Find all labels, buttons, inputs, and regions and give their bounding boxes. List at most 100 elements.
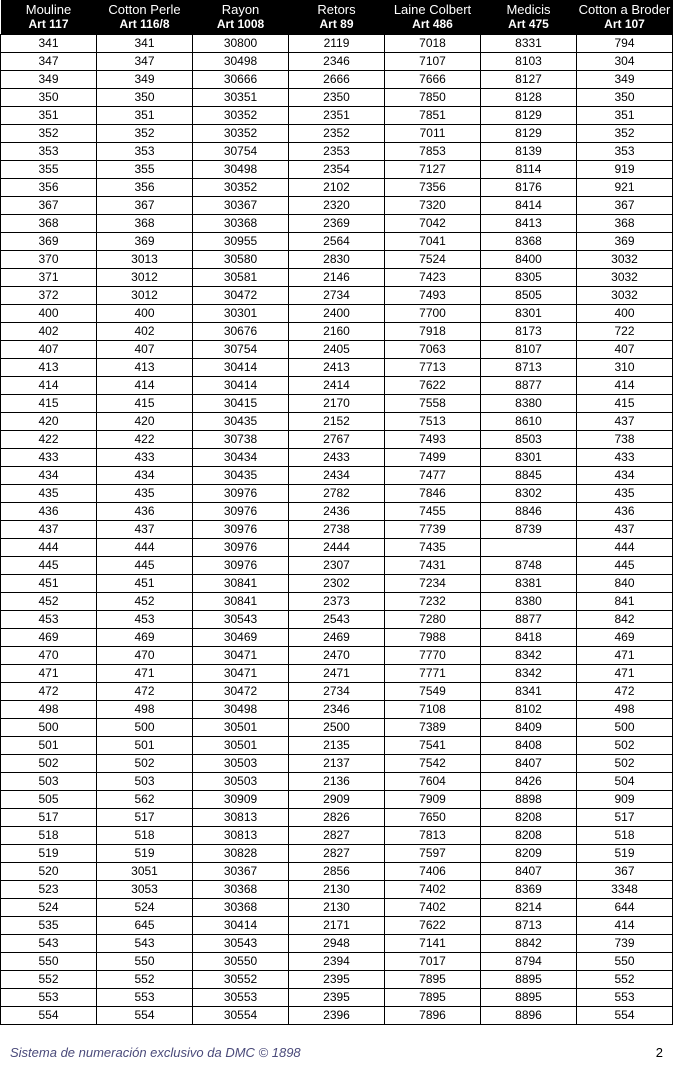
- table-cell: 8208: [481, 827, 577, 845]
- table-cell: 30469: [193, 629, 289, 647]
- table-cell: 2827: [289, 845, 385, 863]
- table-cell: 2826: [289, 809, 385, 827]
- table-cell: 840: [577, 575, 673, 593]
- table-cell: 451: [1, 575, 97, 593]
- table-cell: 8898: [481, 791, 577, 809]
- table-cell: 524: [1, 899, 97, 917]
- table-cell: 350: [1, 89, 97, 107]
- table-cell: 350: [577, 89, 673, 107]
- table-header: MoulineCotton PerleRayonRetorsLaine Colb…: [1, 0, 673, 35]
- table-body: 3413413080021197018833179434734730498234…: [1, 35, 673, 1025]
- table-cell: 351: [577, 107, 673, 125]
- table-cell: 8127: [481, 71, 577, 89]
- table-row: 35235230352235270118129352: [1, 125, 673, 143]
- table-cell: 30552: [193, 971, 289, 989]
- table-cell: 554: [97, 1007, 193, 1025]
- table-cell: 355: [1, 161, 97, 179]
- table-cell: 472: [1, 683, 97, 701]
- table-cell: 498: [1, 701, 97, 719]
- table-cell: 30501: [193, 719, 289, 737]
- page-container: MoulineCotton PerleRayonRetorsLaine Colb…: [0, 0, 673, 1070]
- table-cell: 554: [1, 1007, 97, 1025]
- table-cell: 352: [97, 125, 193, 143]
- table-cell: 415: [577, 395, 673, 413]
- table-cell: 2136: [289, 773, 385, 791]
- table-cell: 8209: [481, 845, 577, 863]
- table-cell: 30472: [193, 287, 289, 305]
- column-subtitle: Art 89: [289, 17, 385, 35]
- table-cell: 2564: [289, 233, 385, 251]
- table-cell: 8426: [481, 773, 577, 791]
- table-cell: 517: [577, 809, 673, 827]
- table-cell: 371: [1, 269, 97, 287]
- table-cell: 2320: [289, 197, 385, 215]
- table-cell: 518: [97, 827, 193, 845]
- table-cell: 8895: [481, 971, 577, 989]
- table-row: 52452430368213074028214644: [1, 899, 673, 917]
- table-cell: 3032: [577, 269, 673, 287]
- table-cell: 500: [1, 719, 97, 737]
- table-cell: 7895: [385, 971, 481, 989]
- table-cell: 7018: [385, 35, 481, 53]
- table-cell: 356: [1, 179, 97, 197]
- table-cell: 356: [97, 179, 193, 197]
- table-cell: 434: [577, 467, 673, 485]
- table-row: 36736730367232073208414367: [1, 197, 673, 215]
- table-cell: 8342: [481, 647, 577, 665]
- table-cell: 2302: [289, 575, 385, 593]
- table-cell: 353: [577, 143, 673, 161]
- table-row: 51851830813282778138208518: [1, 827, 673, 845]
- table-cell: 372: [1, 287, 97, 305]
- table-cell: 498: [97, 701, 193, 719]
- table-cell: 30301: [193, 305, 289, 323]
- table-row: 51751730813282676508208517: [1, 809, 673, 827]
- table-cell: 453: [97, 611, 193, 629]
- table-cell: 30435: [193, 467, 289, 485]
- table-cell: 7280: [385, 611, 481, 629]
- table-cell: 30368: [193, 899, 289, 917]
- table-cell: 30498: [193, 161, 289, 179]
- table-cell: 500: [97, 719, 193, 737]
- table-cell: 7558: [385, 395, 481, 413]
- table-cell: 2394: [289, 953, 385, 971]
- table-cell: 2354: [289, 161, 385, 179]
- table-cell: 444: [97, 539, 193, 557]
- table-row: 41341330414241377138713310: [1, 359, 673, 377]
- table-cell: 519: [577, 845, 673, 863]
- table-cell: 30800: [193, 35, 289, 53]
- table-cell: 353: [97, 143, 193, 161]
- table-row: 47147130471247177718342471: [1, 665, 673, 683]
- table-cell: 519: [1, 845, 97, 863]
- table-cell: 503: [97, 773, 193, 791]
- table-cell: 7389: [385, 719, 481, 737]
- table-cell: 2135: [289, 737, 385, 755]
- table-row: 520305130367285674068407367: [1, 863, 673, 881]
- table-cell: 30414: [193, 359, 289, 377]
- column-title: Cotton Perle: [97, 0, 193, 17]
- table-cell: 8407: [481, 755, 577, 773]
- table-cell: 8103: [481, 53, 577, 71]
- table-cell: 433: [1, 449, 97, 467]
- table-cell: 7356: [385, 179, 481, 197]
- table-cell: 550: [97, 953, 193, 971]
- table-cell: 7431: [385, 557, 481, 575]
- table-cell: 367: [97, 197, 193, 215]
- table-cell: 562: [97, 791, 193, 809]
- table-cell: 30503: [193, 755, 289, 773]
- table-cell: 8368: [481, 233, 577, 251]
- table-cell: 351: [1, 107, 97, 125]
- table-cell: 7846: [385, 485, 481, 503]
- table-cell: 30976: [193, 539, 289, 557]
- table-cell: 7813: [385, 827, 481, 845]
- table-cell: 553: [1, 989, 97, 1007]
- table-cell: 553: [577, 989, 673, 1007]
- table-cell: 352: [1, 125, 97, 143]
- table-cell: 2350: [289, 89, 385, 107]
- table-cell: 645: [97, 917, 193, 935]
- table-cell: 400: [97, 305, 193, 323]
- table-row: 35635630352210273568176921: [1, 179, 673, 197]
- table-cell: 2170: [289, 395, 385, 413]
- table-cell: 347: [1, 53, 97, 71]
- table-cell: 8748: [481, 557, 577, 575]
- conversion-table: MoulineCotton PerleRayonRetorsLaine Colb…: [0, 0, 673, 1025]
